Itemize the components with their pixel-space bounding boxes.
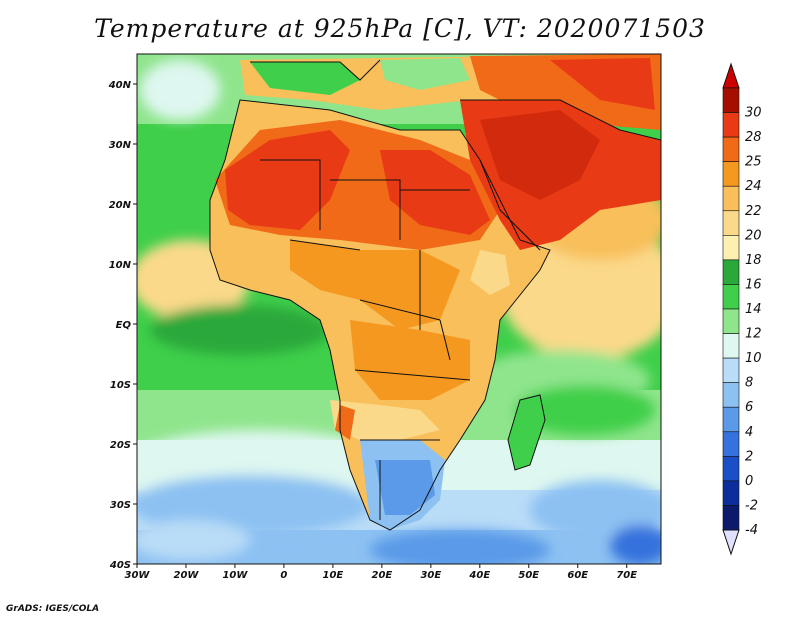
colorbar-swatch	[722, 382, 740, 408]
colorbar-top-triangle	[722, 62, 740, 89]
lat-tick-label: 10S	[110, 380, 131, 391]
colorbar-swatch	[722, 210, 740, 236]
latitude-axis: 40N 30N 20N 10N EQ 10S 20S 30S 40S	[108, 80, 137, 571]
colorbar-label: -4	[745, 523, 758, 538]
lat-tick-label: 40S	[109, 560, 131, 571]
colorbar-swatch	[722, 505, 740, 531]
longitude-axis: 30W 20W 10W 0 10E 20E 30E 40E 50E 60E 70E	[125, 564, 637, 581]
temperature-field	[137, 54, 661, 564]
coastlines-borders	[209, 59, 661, 531]
colorbar-label: -2	[745, 498, 758, 513]
colorbar-label: 24	[745, 179, 762, 194]
lat-tick-label: 30S	[110, 500, 131, 511]
colorbar-swatch	[722, 357, 740, 383]
lat-tick-label: 30N	[109, 140, 132, 151]
colorbar-label: 14	[745, 302, 762, 317]
colorbar-label: 28	[745, 130, 762, 145]
colorbar-swatch	[722, 259, 740, 285]
colorbar-label: 22	[745, 204, 762, 219]
colorbar-swatch	[722, 456, 740, 482]
colorbar-swatch	[722, 185, 740, 212]
colorbar-label: 2	[745, 449, 753, 464]
colorbar-label: 30	[745, 106, 762, 121]
colorbar-label: 10	[745, 351, 762, 366]
colorbar-label: 16	[745, 277, 762, 292]
lon-tick-label: 30E	[420, 570, 441, 581]
colorbar-label: 6	[745, 400, 753, 415]
lon-tick-label: 20W	[173, 570, 199, 581]
colorbar-swatch	[722, 112, 740, 138]
colorbar-swatch	[722, 431, 740, 457]
colorbar-swatch	[722, 406, 740, 433]
lon-tick-label: 30W	[125, 570, 151, 581]
colorbar-swatch	[722, 333, 740, 359]
colorbar-label: 25	[745, 155, 762, 170]
lon-tick-label: 10W	[222, 570, 248, 581]
lon-tick-label: 70E	[616, 570, 637, 581]
colorbar-label: 8	[745, 376, 753, 391]
colorbar-swatch	[722, 235, 740, 261]
lon-tick-label: 20E	[371, 570, 392, 581]
colorbar-swatch	[722, 480, 740, 506]
lon-tick-label: 10E	[323, 570, 344, 581]
colorbar-swatch	[722, 136, 740, 162]
lon-tick-label: 40E	[468, 570, 490, 581]
lat-tick-label: 20S	[110, 440, 131, 451]
map-title: Temperature at 925hPa [C], VT: 202007150…	[94, 14, 706, 43]
lon-tick-label: 50E	[518, 570, 539, 581]
colorbar-swatch	[722, 308, 740, 334]
colorbar-label: 18	[745, 253, 762, 268]
credit-text: GrADS: IGES/COLA	[6, 604, 100, 614]
colorbar-label: 20	[745, 228, 762, 243]
lon-tick-label: 60E	[567, 570, 588, 581]
colorbar-label: 0	[745, 474, 753, 489]
colorbar-swatch	[722, 87, 740, 113]
colorbar-swatch	[722, 161, 740, 187]
colorbar-bottom-triangle	[722, 529, 740, 556]
colorbar-label: 12	[745, 327, 762, 342]
lat-tick-label: 40N	[108, 80, 132, 91]
colorbar-swatch	[722, 284, 740, 310]
lat-tick-label: 20N	[109, 200, 132, 211]
lon-tick-label: 0	[280, 570, 287, 581]
lat-tick-label: EQ	[116, 320, 132, 331]
lat-tick-label: 10N	[109, 260, 132, 271]
plot-frame	[136, 53, 662, 565]
colorbar-label: 4	[745, 425, 753, 440]
